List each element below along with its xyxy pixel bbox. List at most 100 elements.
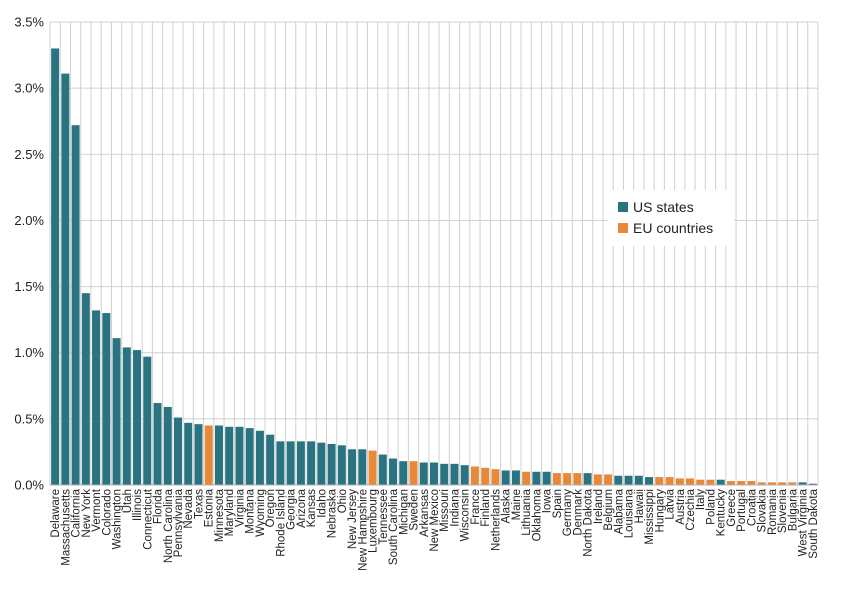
bar-austria: [675, 478, 684, 485]
bar-poland: [706, 479, 715, 485]
x-tick-label-idaho: Idaho: [316, 489, 328, 518]
x-tick-label-pennsylvania: Pennsylvania: [173, 488, 185, 557]
bar-portugal: [737, 481, 746, 485]
x-tick-label-new-york: New York: [81, 489, 93, 538]
bar-ohio: [337, 445, 346, 485]
x-tick-label-hungary: Hungary: [654, 489, 666, 533]
x-tick-label-poland: Poland: [705, 489, 717, 525]
bar-netherlands: [491, 469, 500, 485]
bar-croatia: [747, 481, 756, 485]
x-tick-label-nevada: Nevada: [183, 488, 195, 528]
x-tick-label-tennessee: Tennessee: [378, 489, 390, 545]
x-tick-label-wyoming: Wyoming: [255, 489, 267, 537]
bar-hawaii: [634, 475, 643, 485]
x-tick-label-iowa: Iowa: [542, 488, 554, 513]
bar-czechia: [686, 478, 694, 485]
x-tick-label-california: California: [71, 488, 83, 537]
x-tick-label-new-mexico: New Mexico: [429, 489, 441, 552]
bar-montana: [245, 428, 254, 485]
bar-washington: [112, 338, 121, 485]
y-tick-label: 2.0%: [14, 213, 44, 228]
bar-connecticut: [143, 356, 152, 485]
x-tick-label-michigan: Michigan: [398, 489, 410, 535]
bar-latvia: [665, 477, 674, 485]
x-tick-label-missouri: Missouri: [439, 489, 451, 532]
x-tick-label-washington: Washington: [112, 489, 124, 549]
x-tick-label-louisiana: Louisiana: [624, 488, 636, 538]
x-tick-label-italy: Italy: [695, 489, 707, 510]
bar-italy: [696, 479, 705, 485]
legend-swatch-us-states: [618, 202, 628, 212]
x-tick-label-austria: Austria: [675, 488, 687, 524]
x-tick-label-wisconsin: Wisconsin: [460, 489, 472, 541]
x-tick-label-minnesota: Minnesota: [214, 488, 226, 542]
gridlines: [49, 21, 819, 486]
bar-massachusetts: [61, 73, 70, 485]
bar-texas: [194, 424, 203, 485]
x-tick-label-colorado: Colorado: [101, 489, 113, 536]
bar-arizona: [296, 441, 305, 485]
legend: US states EU countries: [608, 190, 734, 246]
x-tick-label-florida: Florida: [153, 488, 165, 524]
bar-iowa: [542, 471, 551, 485]
x-tick-label-slovenia: Slovenia: [777, 488, 789, 533]
x-tick-label-rhode-island: Rhode Island: [275, 489, 287, 557]
y-tick-label: 2.5%: [14, 147, 44, 162]
x-tick-label-utah: Utah: [122, 489, 134, 513]
bar-georgia: [286, 441, 295, 485]
bar-france: [470, 466, 479, 485]
bar-minnesota: [214, 425, 223, 485]
bar-belgium: [604, 474, 613, 485]
x-tick-label-portugal: Portugal: [736, 489, 748, 532]
bar-colorado: [102, 313, 111, 485]
x-tick-label-west-virginia: West Virginia: [798, 488, 810, 556]
x-tick-label-greece: Greece: [726, 489, 738, 527]
x-tick-label-oklahoma: Oklahoma: [531, 488, 543, 541]
x-tick-label-kentucky: Kentucky: [716, 489, 728, 537]
bar-oklahoma: [532, 471, 541, 485]
x-tick-label-netherlands: Netherlands: [490, 489, 502, 551]
x-tick-label-croatia: Croatia: [746, 488, 758, 526]
bar-idaho: [317, 442, 326, 485]
legend-swatch-eu-countries: [618, 223, 628, 233]
x-tick-label-new-hampshire: New Hampshire: [357, 489, 369, 571]
bar-michigan: [399, 461, 408, 485]
bar-slovenia: [778, 482, 787, 485]
bar-louisiana: [624, 475, 633, 485]
x-tick-label-north-carolina: North Carolina: [163, 488, 175, 563]
x-tick-label-bulgaria: Bulgaria: [787, 488, 799, 531]
bar-finland: [481, 467, 490, 485]
bars: [51, 48, 817, 485]
bar-south-dakota: [808, 483, 817, 485]
bar-west-virginia: [798, 482, 807, 485]
legend-label-us-states: US states: [633, 199, 694, 215]
bar-missouri: [440, 463, 449, 485]
x-tick-label-alaska: Alaska: [501, 488, 513, 523]
bar-new-hampshire: [358, 449, 367, 485]
x-tick-label-spain: Spain: [552, 489, 564, 518]
x-tick-label-belgium: Belgium: [603, 489, 615, 531]
bar-mississippi: [645, 477, 654, 485]
x-tick-label-latvia: Latvia: [665, 488, 677, 519]
bar-wyoming: [255, 430, 264, 485]
y-tick-label: 3.0%: [14, 81, 44, 96]
bar-arkansas: [419, 462, 428, 485]
x-tick-label-sweden: Sweden: [409, 489, 421, 531]
bar-maine: [511, 470, 520, 485]
bar-new-york: [81, 293, 90, 485]
y-tick-label: 3.5%: [14, 15, 44, 30]
x-tick-label-maine: Maine: [511, 489, 523, 520]
x-tick-label-north-dakota: North Dakota: [583, 488, 595, 556]
bar-luxembourg: [368, 450, 377, 485]
bar-spain: [552, 473, 561, 485]
x-tick-label-nebraska: Nebraska: [327, 488, 339, 538]
bar-utah: [122, 347, 131, 485]
x-tick-label-denmark: Denmark: [572, 489, 584, 536]
x-tick-label-south-carolina: South Carolina: [388, 488, 400, 565]
bar-ireland: [593, 474, 602, 485]
x-tick-label-montana: Montana: [245, 488, 257, 533]
bar-tennessee: [378, 454, 387, 485]
x-tick-label-maryland: Maryland: [224, 489, 236, 536]
bar-nevada: [184, 422, 193, 485]
